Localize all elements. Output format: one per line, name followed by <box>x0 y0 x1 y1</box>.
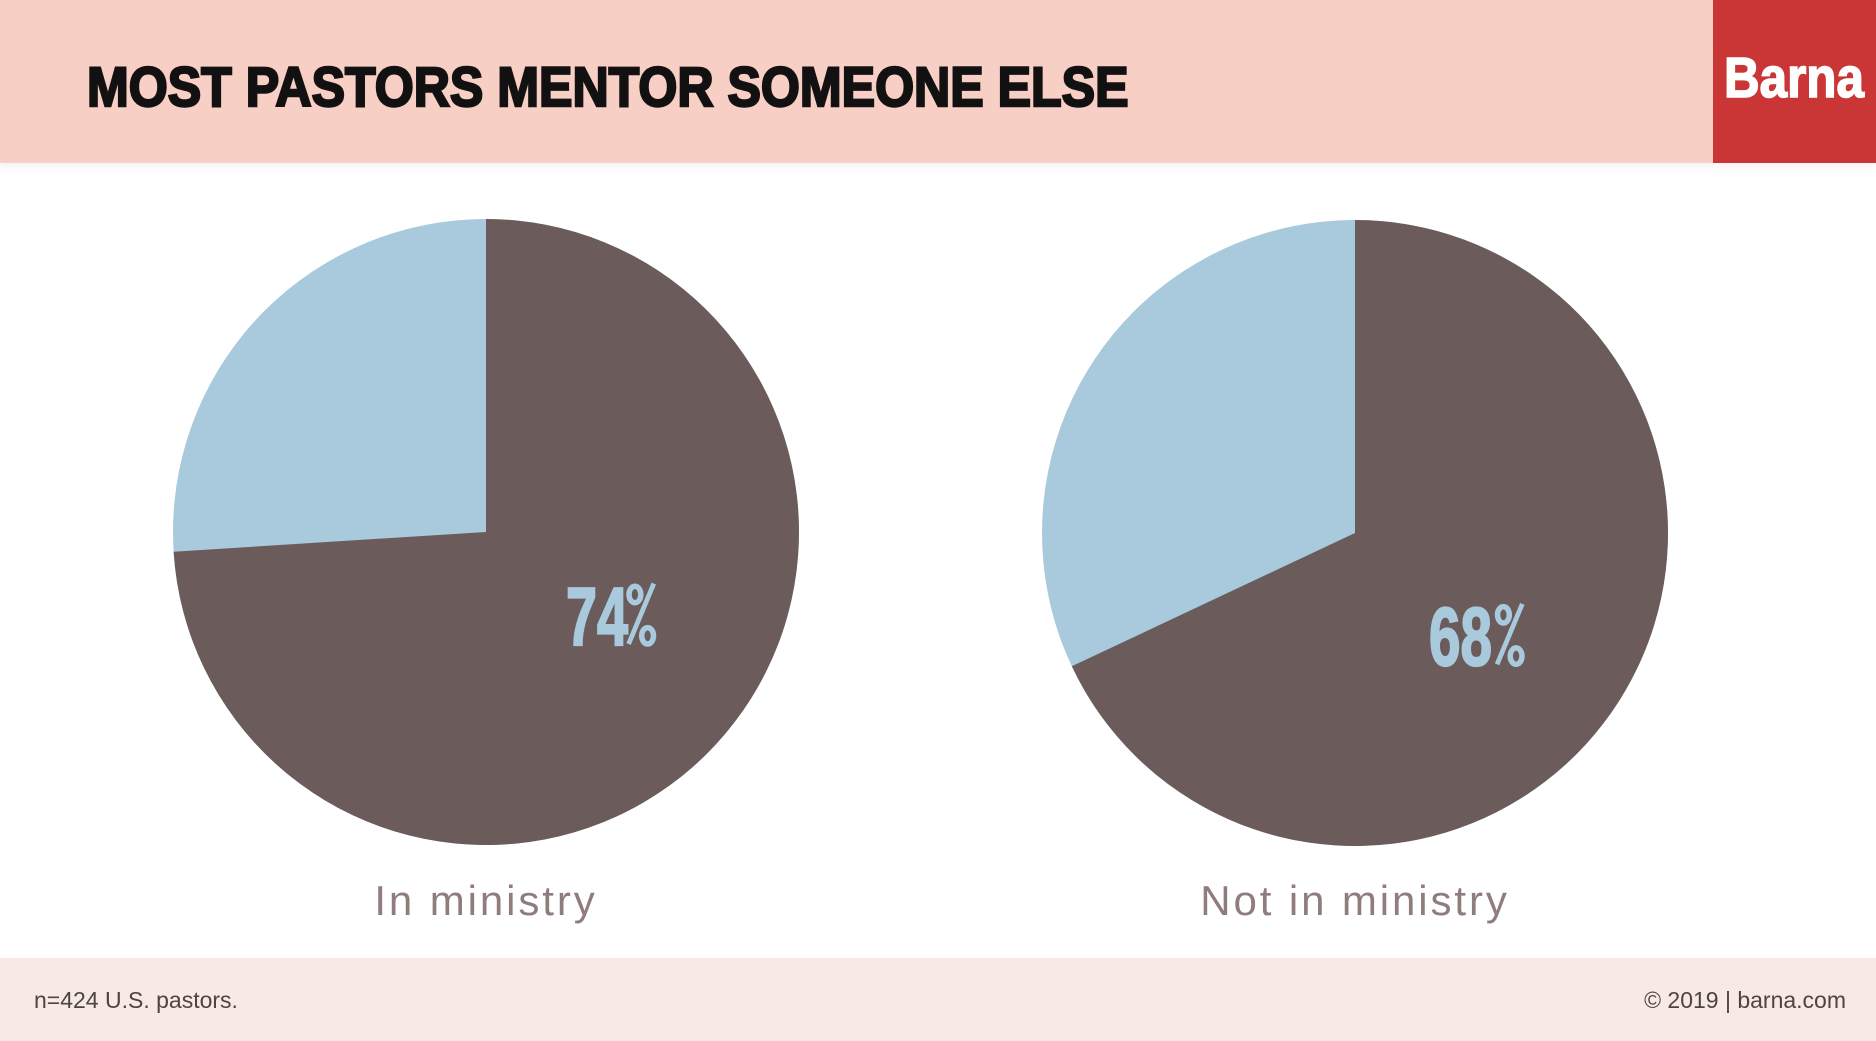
svg-text:74: 74 <box>566 570 628 663</box>
svg-text:68: 68 <box>1429 590 1492 683</box>
